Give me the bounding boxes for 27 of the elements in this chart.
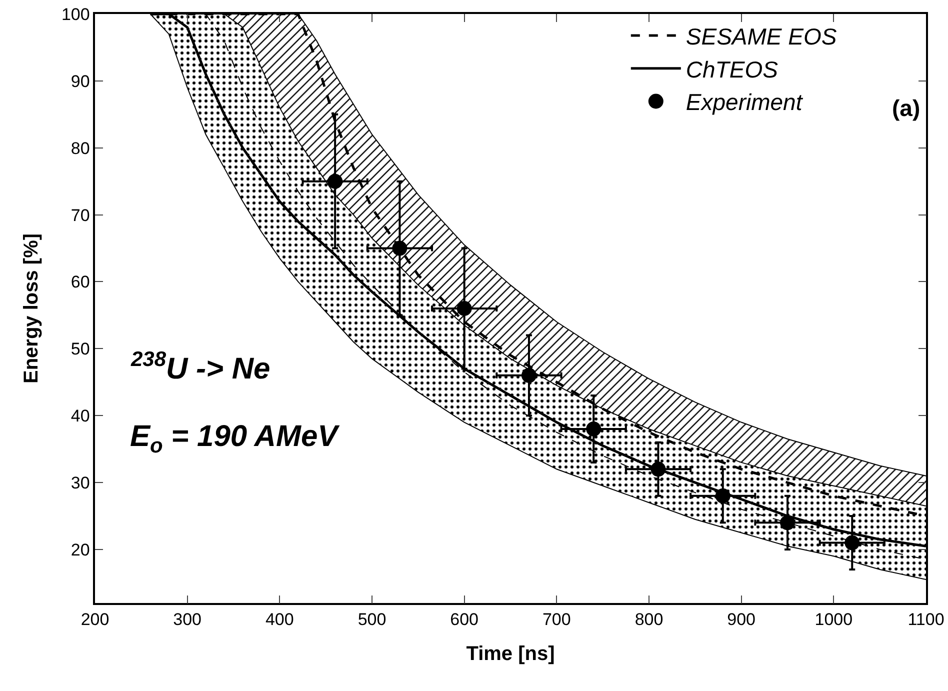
y-tick-label: 30 xyxy=(70,473,90,492)
x-tick-label: 1100 xyxy=(908,610,944,630)
x-tick-label: 300 xyxy=(173,610,202,630)
y-axis-title: Energy loss [%] xyxy=(20,233,42,384)
x-axis-title: Time [ns] xyxy=(466,643,555,666)
y-tick-label: 90 xyxy=(70,72,90,91)
y-tick-label: 40 xyxy=(70,406,90,426)
x-tick-label: 600 xyxy=(450,610,479,630)
x-tick-label: 200 xyxy=(80,610,110,630)
annotation: $^{238}$U -> Ne xyxy=(130,348,270,386)
y-tick-label: 50 xyxy=(70,340,90,359)
y-tick-label: 60 xyxy=(70,272,90,292)
x-tick-label: 1000 xyxy=(814,610,853,630)
annotation: E$_{o}$ = 190 AMeV xyxy=(130,420,341,458)
x-tick-label: 700 xyxy=(542,610,571,630)
y-tick-label: 80 xyxy=(70,138,90,158)
x-tick-label: 400 xyxy=(265,610,294,630)
annotation: (a) xyxy=(892,95,920,121)
x-tick-label: 800 xyxy=(634,610,664,630)
legend-label: SESAME EOS xyxy=(686,23,838,50)
y-tick-label: 70 xyxy=(70,206,90,225)
legend-label: ChTEOS xyxy=(686,56,779,82)
x-tick-label: 500 xyxy=(358,610,386,630)
y-tick-label: 20 xyxy=(70,540,90,560)
legend-label: Experiment xyxy=(686,89,804,116)
y-tick-label: 100 xyxy=(61,4,90,24)
x-tick-label: 900 xyxy=(727,610,756,630)
